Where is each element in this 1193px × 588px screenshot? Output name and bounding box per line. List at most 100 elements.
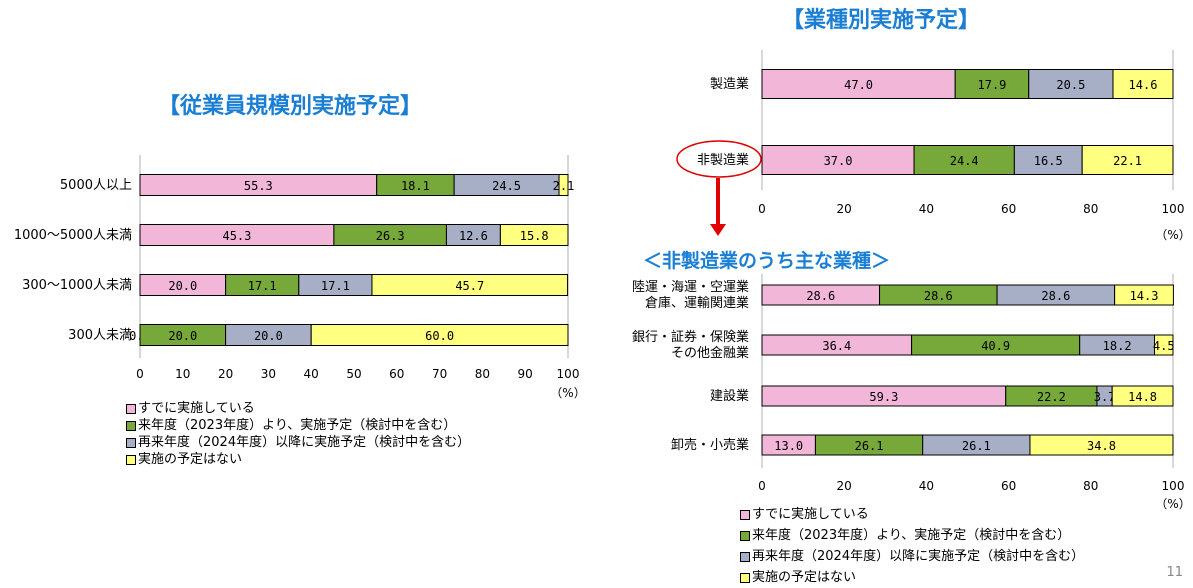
unit-label: （%） [1155,497,1190,511]
bar-segment [761,69,956,99]
category-label: 製造業 [710,76,749,92]
data-label: 28.6 [924,289,953,303]
data-label: 18.2 [1103,339,1132,353]
legend-label: 実施の予定はない [752,570,857,585]
left-legend: すでに実施している 来年度（2023年度）より、実施予定（検討中を含む） 再来年… [126,400,470,468]
legend-swatch-yellow [740,572,750,583]
sub-chart-title: ＜非製造業のうち主な業種＞ [643,250,891,272]
category-label: その他金融業 [671,345,749,361]
category-label: 建設業 [710,388,749,404]
x-tick-label: 80 [475,367,490,381]
data-label: 40.9 [981,339,1010,353]
bar-segment [1114,284,1174,306]
data-label: 17.1 [248,279,277,293]
category-label: 倉庫、運輸関連業 [645,295,749,311]
legend-label: すでに実施している [138,401,255,416]
data-label: 45.7 [455,279,484,293]
data-label: 55.3 [244,179,273,193]
data-label: 14.6 [1129,78,1158,92]
legend-item: 再来年度（2024年度）以降に実施予定（検討中を含む） [126,434,470,451]
data-label: 15.8 [520,229,549,243]
data-label: 59.3 [869,390,898,404]
bar-segment [954,69,1030,99]
legend-swatch-green [740,530,750,541]
x-tick-label: 10 [175,367,190,381]
legend-swatch-yellow [126,454,136,465]
x-tick-label: 40 [304,367,319,381]
bar-segment [1013,145,1083,175]
legend-label: 再来年度（2024年度）以降に実施予定（検討中を含む） [752,549,1085,564]
legend-item: 来年度（2023年度）より、実施予定（検討中を含む） [126,417,470,434]
right-legend: すでに実施している 来年度（2023年度）より、実施予定（検討中を含む） 再来年… [740,504,1084,588]
bar-segment [1081,145,1174,175]
data-label: 36.4 [822,339,851,353]
legend-swatch-pink [740,509,750,520]
data-label: 17.1 [321,279,350,293]
x-tick-label: 20 [218,367,233,381]
data-label: 13.0 [774,439,803,453]
bar-segment [913,145,1015,175]
arrow-head [710,224,726,236]
x-tick-label: 50 [346,367,361,381]
legend-label: 来年度（2023年度）より、実施予定（検討中を含む） [752,528,1071,543]
x-tick-label: 30 [261,367,276,381]
x-tick-label: 20 [837,479,852,493]
x-tick-label: 60 [1001,479,1016,493]
bar-segment [1028,69,1114,99]
category-label: 銀行・証券・保険業 [632,329,749,345]
page-number: 11 [1166,565,1183,580]
category-label: 1000～5000人未満 [14,228,132,243]
data-label: 14.8 [1128,390,1157,404]
x-tick-label: 100 [557,367,580,381]
data-label: 28.6 [806,289,835,303]
data-label: 4.5 [1153,339,1175,353]
legend-swatch-pink [126,403,136,414]
x-tick-label: 0 [758,479,766,493]
data-label: 26.1 [962,439,991,453]
data-label: 16.5 [1034,154,1063,168]
data-label: 20.5 [1056,78,1085,92]
x-tick-label: 80 [1083,202,1098,216]
x-tick-label: 90 [518,367,533,381]
x-tick-label: 0 [136,367,144,381]
x-tick-label: 40 [919,479,934,493]
category-label: 非製造業 [697,152,749,168]
data-label: 60.0 [425,329,454,343]
data-label: 37.0 [824,154,853,168]
legend-label: 来年度（2023年度）より、実施予定（検討中を含む） [138,418,457,433]
x-tick-label: 0 [758,202,766,216]
data-label: 2.1 [553,179,575,193]
x-tick-label: 60 [389,367,404,381]
legend-item: すでに実施している [126,400,470,417]
x-tick-label: 80 [1083,479,1098,493]
x-tick-label: 40 [919,202,934,216]
legend-item: 実施の予定はない [126,451,470,468]
x-tick-label: 60 [1001,202,1016,216]
legend-label: すでに実施している [752,507,869,522]
unit-label: （%） [1155,228,1190,242]
data-label: 3.7 [1094,390,1116,404]
legend-item: 来年度（2023年度）より、実施予定（検討中を含む） [740,525,1084,546]
data-label: 28.6 [1041,289,1070,303]
data-label: 14.3 [1130,289,1159,303]
legend-swatch-gray [740,551,750,562]
x-tick-label: 20 [837,202,852,216]
data-label: 45.3 [222,229,251,243]
bar-segment [371,274,569,296]
left-chart-title: 【従業員規模別実施予定】 [158,94,423,119]
data-label: 22.2 [1037,390,1066,404]
data-label: 24.4 [950,154,979,168]
category-label: 5000人以上 [60,178,132,193]
category-label: 陸運・海運・空運業 [632,279,749,295]
data-label: 20.0 [254,329,283,343]
data-label: 34.8 [1087,439,1116,453]
data-label: 17.9 [978,78,1007,92]
legend-label: 実施の予定はない [138,452,243,467]
bar-segment [499,224,569,246]
legend-item: すでに実施している [740,504,1084,525]
legend-label: 再来年度（2024年度）以降に実施予定（検討中を含む） [138,435,471,450]
bar-segment [1111,385,1174,407]
data-label: 20.0 [168,329,197,343]
data-label: 47.0 [844,78,873,92]
legend-item: 実施の予定はない [740,567,1084,588]
